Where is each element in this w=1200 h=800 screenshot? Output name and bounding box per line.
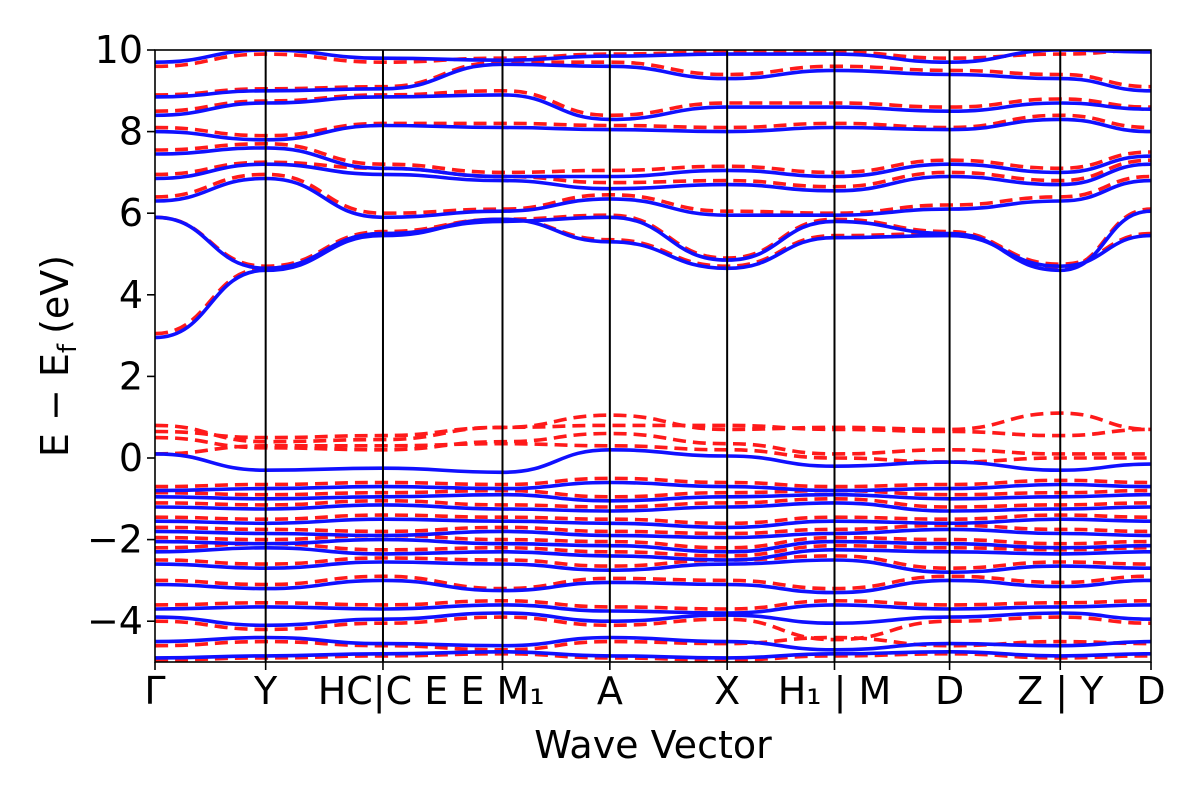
x-tick-label: E M₁ [460,669,544,713]
computed-band-7 [155,537,1151,554]
x-tick-label: Γ [144,669,165,713]
computed-band-4 [155,578,1151,595]
y-tick-label: −4 [87,599,143,643]
reference-band-14 [155,431,1151,456]
computed-band-9 [155,517,1151,530]
y-tick-label: −2 [87,518,143,562]
reference-band-6 [155,541,1151,558]
y-axis: −4 −2 0 2 4 6 8 10 [87,28,155,643]
y-axis-title-subscript: f [53,343,83,353]
plot-frame [154,49,1152,663]
reference-band-21 [155,142,1151,175]
computed-band-11 [155,492,1151,503]
reference-band-11 [155,488,1151,499]
reference-band-7 [155,533,1151,550]
y-tick-label: 0 [119,436,143,480]
y-axis-title-main: E − E [33,353,77,457]
reference-band-19 [155,172,1151,215]
reference-band-0 [155,652,1151,662]
reference-band-10 [155,497,1151,509]
computed-band-6 [155,546,1151,562]
computed-band-14 [155,217,1151,340]
x-tick-label: H₁ | M [778,669,892,714]
computed-band-15 [155,209,1151,273]
x-tick-label: A [597,669,623,713]
x-tick-label: D [935,669,964,713]
reference-band-12 [155,476,1151,489]
y-axis-title: E − Ef (eV) [33,255,83,457]
x-tick-label: Y [253,669,278,713]
reference-band-24 [155,60,1151,97]
x-tick-label: Z | Y [1017,669,1104,714]
computed-band-20 [155,93,1151,122]
computed-band-22 [155,50,1151,64]
kpoint-separators [264,50,1062,662]
y-axis-title-unit: (eV) [33,255,77,334]
reference-band-3 [155,599,1151,611]
y-tick-label: 2 [119,354,143,398]
reference-band-22 [155,113,1151,138]
computed-band-21 [155,62,1151,99]
computed-band-5 [155,558,1151,574]
computed-band-16 [155,176,1151,220]
reference-band-13 [155,441,1151,464]
reference-band-5 [155,554,1151,570]
reference-band-4 [155,574,1151,591]
reference-band-9 [155,513,1151,526]
computed-band-18 [155,146,1151,179]
computed-bands [155,50,1151,660]
computed-band-17 [155,162,1151,193]
reference-band-8 [155,523,1151,536]
computed-band-19 [155,117,1151,142]
reference-band-16 [155,423,1151,444]
x-tick-label: X [714,669,740,713]
computed-band-10 [155,501,1151,513]
y-tick-label: 8 [119,110,143,154]
computed-band-13 [155,448,1151,475]
reference-band-20 [155,158,1151,189]
y-tick-label: 10 [95,28,143,72]
y-tick-label: 6 [119,191,143,235]
computed-band-8 [155,527,1151,540]
reference-band-2 [155,615,1151,642]
y-tick-label: 4 [119,273,143,317]
computed-band-12 [155,480,1151,493]
computed-band-1 [155,635,1151,652]
computed-band-2 [155,611,1151,628]
reference-band-23 [155,89,1151,118]
reference-band-17 [155,217,1151,336]
x-axis-title: Wave Vector [534,723,772,767]
x-tick-label: HC|C E [318,669,449,714]
computed-band-3 [155,603,1151,615]
computed-band-0 [155,650,1151,660]
x-tick-label: D [1136,669,1165,713]
